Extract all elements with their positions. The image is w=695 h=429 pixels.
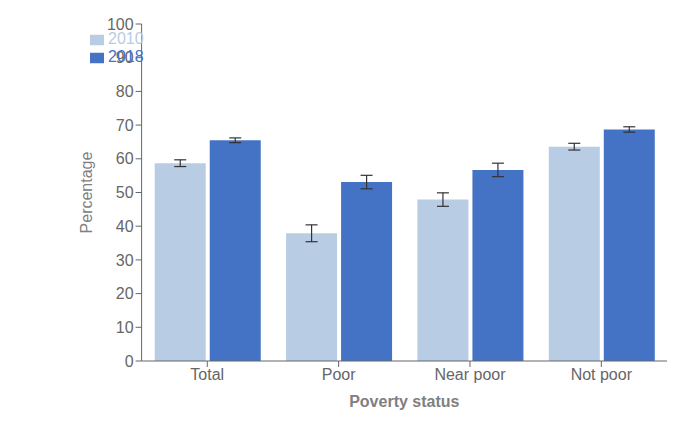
svg-text:80: 80 bbox=[116, 83, 134, 100]
svg-text:90: 90 bbox=[116, 49, 134, 66]
svg-text:Poverty status: Poverty status bbox=[349, 393, 459, 410]
svg-text:100: 100 bbox=[107, 16, 134, 33]
svg-text:Near poor: Near poor bbox=[434, 366, 506, 383]
svg-text:0: 0 bbox=[125, 353, 134, 370]
svg-text:40: 40 bbox=[116, 218, 134, 235]
svg-text:Percentage: Percentage bbox=[78, 151, 95, 233]
svg-text:Not poor: Not poor bbox=[571, 366, 633, 383]
svg-text:50: 50 bbox=[116, 184, 134, 201]
svg-text:20: 20 bbox=[116, 285, 134, 302]
svg-text:70: 70 bbox=[116, 117, 134, 134]
svg-text:Poor: Poor bbox=[322, 366, 356, 383]
svg-text:30: 30 bbox=[116, 252, 134, 269]
svg-text:Total: Total bbox=[190, 366, 224, 383]
svg-text:60: 60 bbox=[116, 150, 134, 167]
svg-text:10: 10 bbox=[116, 319, 134, 336]
